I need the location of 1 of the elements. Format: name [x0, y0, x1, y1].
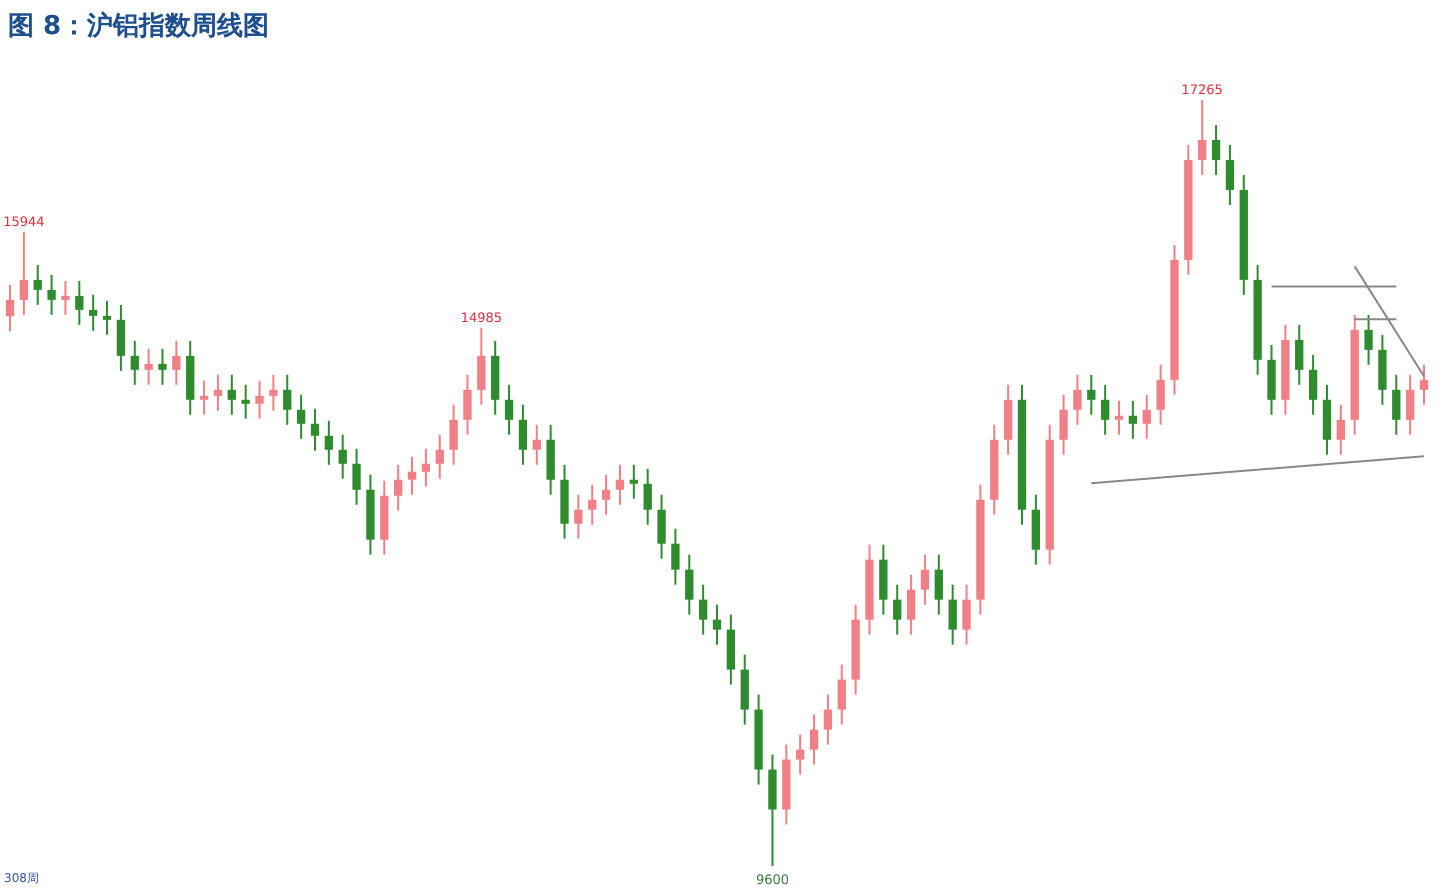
title: 图 8：沪铝指数周线图 [8, 12, 270, 42]
